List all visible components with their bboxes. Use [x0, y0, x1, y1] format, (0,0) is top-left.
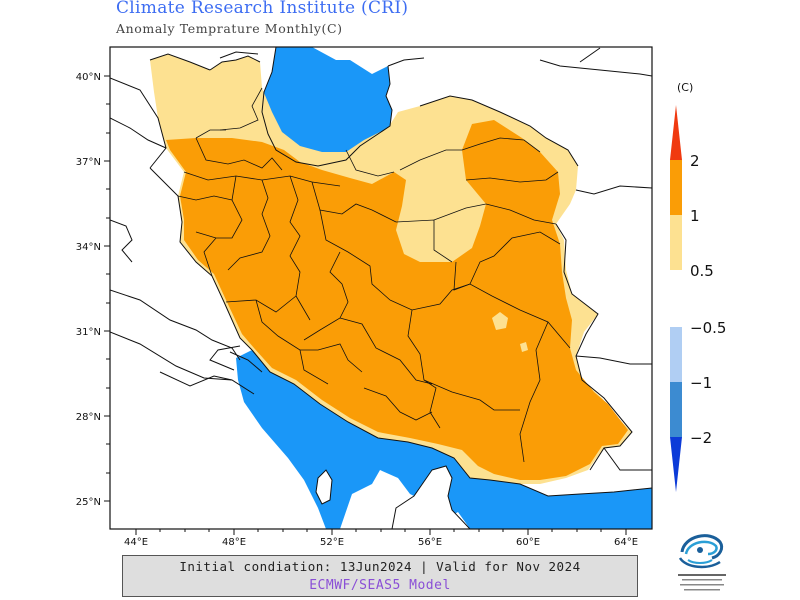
legend: (C) 2 1 0.5 −0.5 −1 −2 — [670, 81, 726, 492]
lat-label-28: 28°N — [76, 412, 101, 423]
legend-cold-arrow — [670, 437, 682, 492]
persian-gulf — [236, 350, 652, 529]
lon-axis — [135, 529, 627, 535]
legend-warm-arrow — [670, 105, 682, 160]
legend-swatch-neg05-neg1 — [670, 327, 682, 382]
iran-anomaly-1-2 — [166, 120, 628, 480]
map-content — [110, 47, 652, 529]
legend-swatch-05-1 — [670, 215, 682, 270]
legend-swatch-neg1-neg2 — [670, 382, 682, 437]
footer-box: Initial condiation: 13Jun2024 | Valid fo… — [122, 555, 638, 597]
lat-label-34: 34°N — [76, 242, 101, 253]
legend-label-neg1: −1 — [690, 374, 712, 392]
cri-logo-icon — [672, 524, 732, 598]
initial-condition-text: Initial condiation: 13Jun2024 | Valid fo… — [179, 559, 581, 574]
legend-label-05: 0.5 — [690, 262, 714, 280]
lat-axis — [104, 75, 110, 502]
country-borders — [110, 47, 652, 471]
yellow-pocket-2 — [520, 342, 528, 352]
legend-swatch-1-2 — [670, 160, 682, 215]
legend-label-1: 1 — [690, 207, 700, 225]
map-subtitle: Anomaly Temprature Monthly(C) — [116, 21, 343, 36]
lat-label-37: 37°N — [76, 157, 101, 168]
legend-unit: (C) — [677, 81, 693, 94]
lon-label-44: 44°E — [124, 537, 148, 548]
lon-label-64: 64°E — [614, 537, 638, 548]
caspian-sea — [262, 47, 392, 166]
lon-label-56: 56°E — [418, 537, 442, 548]
lon-label-60: 60°E — [516, 537, 540, 548]
lat-label-25: 25°N — [76, 497, 101, 508]
qatar — [315, 469, 333, 505]
map-title: Climate Research Institute (CRI) — [116, 0, 409, 18]
rimas-logo — [678, 534, 726, 591]
yellow-pocket-1 — [492, 312, 508, 330]
legend-label-neg05: −0.5 — [690, 319, 726, 337]
legend-label-neg2: −2 — [690, 429, 712, 447]
coastlines — [251, 47, 652, 497]
oman-tip — [391, 465, 471, 529]
lat-label-40: 40°N — [76, 72, 101, 83]
lon-label-52: 52°E — [320, 537, 344, 548]
lat-label-31: 31°N — [76, 327, 101, 338]
legend-label-2: 2 — [690, 152, 700, 170]
lon-label-48: 48°E — [222, 537, 246, 548]
model-name: ECMWF/SEAS5 Model — [309, 578, 451, 593]
province-borders — [177, 87, 571, 463]
